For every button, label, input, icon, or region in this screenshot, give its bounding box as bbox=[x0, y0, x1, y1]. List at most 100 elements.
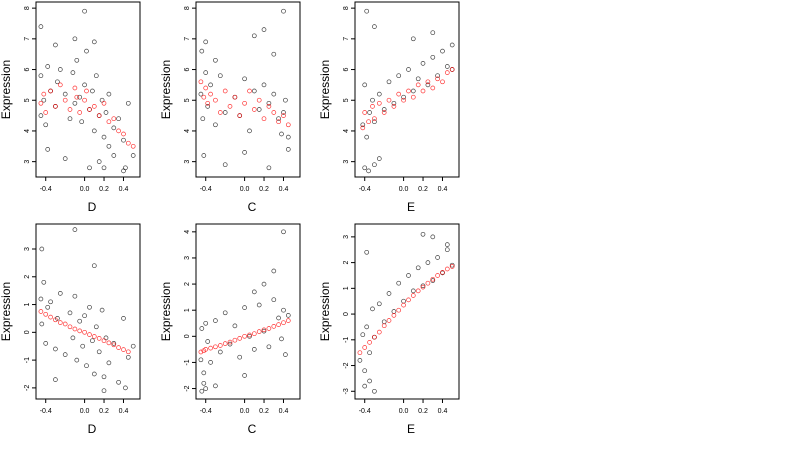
observed-point bbox=[201, 370, 207, 376]
observed-point bbox=[201, 380, 207, 386]
observed-point bbox=[39, 321, 45, 327]
observed-point bbox=[103, 110, 109, 115]
fitted-point bbox=[410, 293, 416, 298]
y-axis-title: Expression bbox=[318, 282, 332, 341]
observed-point bbox=[415, 265, 421, 271]
observed-point bbox=[372, 388, 377, 394]
x-tick-label: -0.4 bbox=[200, 186, 212, 193]
fitted-point bbox=[217, 343, 223, 348]
observed-point bbox=[90, 338, 95, 344]
observed-point bbox=[80, 343, 86, 349]
y-axis-title: Expression bbox=[0, 282, 13, 341]
y-tick-label: 3 bbox=[24, 247, 31, 251]
y-axis-title: Expression bbox=[318, 60, 332, 119]
observed-point bbox=[449, 42, 455, 48]
fitted-point bbox=[266, 326, 272, 331]
x-tick-label: 0.0 bbox=[240, 408, 250, 415]
fitted-point bbox=[396, 91, 402, 97]
x-tick-label: 0.4 bbox=[119, 186, 129, 193]
fitted-point bbox=[121, 131, 126, 137]
observed-point bbox=[38, 73, 44, 79]
y-tick-label: -2 bbox=[343, 362, 350, 368]
observed-point bbox=[386, 291, 392, 296]
observed-point bbox=[43, 341, 49, 346]
y-tick-label: 4 bbox=[184, 129, 191, 133]
fitted-point bbox=[251, 331, 257, 337]
observed-point bbox=[82, 8, 87, 14]
x-axis-title: D bbox=[88, 422, 97, 436]
observed-point bbox=[376, 301, 382, 307]
y-tick-label: 8 bbox=[184, 6, 191, 10]
panel-4: -0.4 0.0 0.2 0.4 -2 -1 0 1 2 3 4 C Expression bbox=[159, 223, 301, 436]
observed-point bbox=[48, 299, 53, 305]
observed-point bbox=[372, 24, 377, 29]
observed-point bbox=[82, 313, 87, 319]
observed-point bbox=[84, 363, 89, 369]
observed-point bbox=[381, 107, 387, 112]
fitted-point bbox=[38, 100, 44, 106]
fitted-point bbox=[125, 140, 131, 146]
fitted-point bbox=[43, 110, 49, 115]
observed-point bbox=[271, 297, 277, 303]
fitted-point bbox=[449, 67, 455, 72]
plot-frame bbox=[354, 1, 460, 178]
fitted-point bbox=[276, 322, 281, 327]
observed-point bbox=[38, 113, 44, 118]
observed-point bbox=[213, 122, 218, 128]
fitted-point bbox=[420, 88, 426, 94]
observed-point bbox=[57, 291, 63, 296]
fitted-point bbox=[91, 334, 97, 339]
fitted-point bbox=[130, 143, 136, 149]
fitted-point bbox=[53, 317, 58, 323]
x-tick-label: -0.4 bbox=[200, 408, 212, 415]
x-axis-title: C bbox=[248, 422, 257, 436]
y-axis-title: Expression bbox=[159, 60, 173, 119]
y-tick-label: 6 bbox=[24, 67, 31, 71]
fitted-point bbox=[435, 76, 440, 82]
observed-point bbox=[111, 125, 117, 131]
observed-point bbox=[435, 255, 440, 260]
observed-point bbox=[261, 328, 267, 334]
fitted-point bbox=[381, 110, 387, 115]
fitted-point bbox=[276, 119, 281, 125]
x-tick-label: 0.0 bbox=[399, 408, 409, 415]
observed-point bbox=[449, 262, 455, 268]
fitted-point bbox=[227, 339, 233, 345]
observed-point bbox=[74, 357, 80, 363]
observed-point bbox=[410, 288, 416, 294]
observed-point bbox=[45, 64, 51, 69]
fitted-point bbox=[213, 97, 218, 103]
x-axis-title: C bbox=[248, 200, 257, 214]
observed-point bbox=[372, 119, 377, 125]
fitted-point bbox=[48, 314, 53, 320]
fitted-point bbox=[444, 266, 450, 272]
observed-point bbox=[435, 73, 440, 79]
observed-point bbox=[39, 246, 45, 252]
fitted-point bbox=[57, 82, 63, 88]
y-tick-label: 5 bbox=[343, 98, 350, 102]
observed-point bbox=[116, 379, 121, 385]
observed-point bbox=[444, 242, 450, 247]
observed-point bbox=[41, 97, 47, 103]
fitted-point bbox=[106, 119, 112, 125]
observed-point bbox=[261, 281, 267, 287]
observed-point bbox=[72, 36, 78, 42]
fitted-point bbox=[205, 100, 211, 106]
x-tick-label: 0.0 bbox=[399, 186, 409, 193]
observed-point bbox=[62, 352, 68, 357]
observed-point bbox=[222, 110, 228, 115]
observed-point bbox=[276, 315, 281, 321]
observed-point bbox=[251, 347, 257, 352]
y-tick-label: 1 bbox=[184, 308, 191, 312]
observed-point bbox=[401, 94, 406, 100]
x-tick-label: 0.0 bbox=[80, 408, 90, 415]
observed-point bbox=[276, 116, 281, 122]
x-tick-label: 0.2 bbox=[259, 408, 269, 415]
fitted-point bbox=[203, 347, 209, 352]
observed-point bbox=[101, 388, 107, 394]
fitted-point bbox=[101, 338, 107, 344]
y-tick-label: 6 bbox=[343, 67, 350, 71]
fitted-point bbox=[77, 110, 83, 115]
fitted-point bbox=[227, 104, 233, 109]
